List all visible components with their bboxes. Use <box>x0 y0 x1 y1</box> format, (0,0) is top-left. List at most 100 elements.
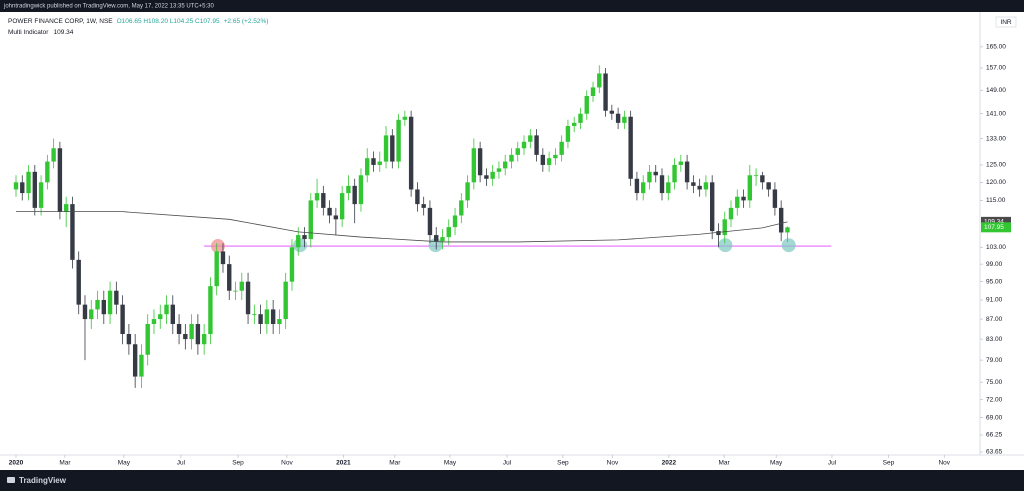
x-tick-label: May <box>118 460 131 467</box>
candle-body <box>51 148 56 162</box>
candle-body <box>76 259 81 305</box>
candle-body <box>490 171 495 179</box>
candle-body <box>377 161 382 165</box>
y-tick-label: 133.00 <box>986 135 1006 142</box>
x-tick-label: Sep <box>232 460 244 467</box>
candle-body <box>603 73 608 111</box>
symbol: POWER FINANCE CORP, 1W, NSE <box>8 18 113 25</box>
candle-body <box>778 207 784 233</box>
candle-body <box>252 314 257 316</box>
x-tick-label: May <box>770 460 783 467</box>
x-tick-label: Sep <box>557 460 569 467</box>
y-tick-label: 120.00 <box>986 179 1006 186</box>
symbol-line: POWER FINANCE CORP, 1W, NSE O106.65 H108.… <box>8 18 268 25</box>
marker <box>781 238 796 253</box>
candle-body <box>421 204 426 208</box>
candle-body <box>283 281 288 320</box>
candle-body <box>327 207 332 216</box>
candle-body <box>766 182 771 190</box>
candle-body <box>753 175 759 177</box>
candle-body <box>63 204 69 212</box>
y-tick-label: 149.00 <box>986 87 1006 94</box>
candle-body <box>772 189 778 208</box>
candle-body <box>302 235 307 240</box>
x-tick-label: 2021 <box>336 460 351 467</box>
indicator-price-label: 109.34 <box>984 219 1004 226</box>
y-tick-label: 125.00 <box>986 162 1006 169</box>
candle-body <box>528 135 533 142</box>
candle-body <box>785 227 790 233</box>
candle-body <box>415 189 420 205</box>
candle-body <box>672 164 677 183</box>
candle-body <box>540 154 546 165</box>
x-tick-label: Sep <box>883 460 895 467</box>
candle-body <box>559 141 564 155</box>
candle-body <box>659 175 665 194</box>
change: +2.65 (+2.52%) <box>224 18 269 25</box>
candle-body <box>346 185 351 194</box>
x-tick-label: Jul <box>828 460 837 467</box>
candle-body <box>666 182 671 194</box>
candle-body <box>503 161 508 169</box>
candle-body <box>176 323 182 334</box>
candle-body <box>13 182 19 190</box>
candle-body <box>107 290 113 315</box>
footer-logo <box>7 477 15 483</box>
last-price-label: 107.95 <box>984 224 1004 231</box>
indicator-price-box <box>981 216 1011 227</box>
candle-body <box>515 148 520 155</box>
y-tick-label: 66.25 <box>986 432 1003 439</box>
candle-body <box>640 182 646 194</box>
candle-body <box>314 193 320 201</box>
candle-body <box>590 87 596 96</box>
currency: INR <box>1000 19 1012 26</box>
candle-body <box>703 182 709 190</box>
x-tick-label: 2020 <box>9 460 24 467</box>
candle-body <box>308 200 313 240</box>
candle-body <box>653 171 658 176</box>
candle-body <box>735 196 740 208</box>
candle-body <box>82 304 88 320</box>
candle-body <box>245 281 251 315</box>
candle-body <box>578 113 583 123</box>
x-tick-label: Jul <box>177 460 186 467</box>
candle-body <box>270 309 276 324</box>
candle-body <box>233 290 238 292</box>
candle-body <box>465 182 470 201</box>
candle-body <box>70 204 75 260</box>
currency-box <box>995 16 1017 28</box>
candle-body <box>553 154 558 159</box>
candle-body <box>452 215 458 228</box>
candle-body <box>139 354 144 377</box>
chart-area <box>0 12 1024 470</box>
last-price-box <box>981 222 1011 233</box>
candle-body <box>722 219 727 236</box>
candle-body <box>158 314 163 320</box>
candle-body <box>477 148 483 176</box>
candle-body <box>597 73 602 88</box>
candle-body <box>333 215 339 220</box>
candle-body <box>289 247 295 282</box>
y-tick-label: 72.00 <box>986 396 1003 403</box>
x-tick-label: Nov <box>938 460 950 467</box>
candle-body <box>339 193 345 220</box>
y-tick-label: 165.00 <box>986 44 1006 51</box>
candle-body <box>195 323 201 345</box>
candle-body <box>390 135 395 162</box>
candle-body <box>32 171 38 208</box>
x-tick-label: May <box>444 460 457 467</box>
y-tick-label: 63.65 <box>986 449 1003 456</box>
indicator-value: 109.34 <box>53 29 73 36</box>
candle-body <box>760 175 765 183</box>
candle-body <box>471 148 477 183</box>
candle-body <box>89 309 94 320</box>
marker <box>210 239 225 254</box>
y-tick-label: 157.00 <box>986 65 1006 72</box>
candle-body <box>164 304 169 315</box>
x-tick-label: Jul <box>503 460 512 467</box>
candle-body <box>396 119 401 162</box>
candle-body <box>697 185 702 190</box>
candle-body <box>365 158 370 176</box>
candle-body <box>691 182 696 186</box>
candle-body <box>145 323 150 355</box>
